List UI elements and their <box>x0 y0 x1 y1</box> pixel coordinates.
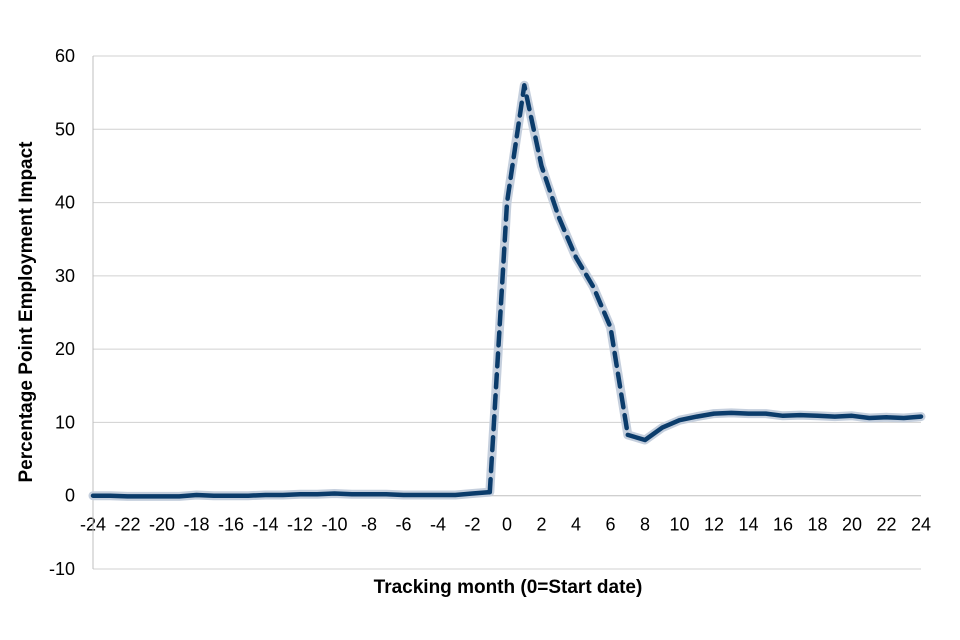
series-lines <box>88 80 926 501</box>
x-tick-label: 18 <box>807 515 827 535</box>
x-tick-label: -2 <box>464 515 480 535</box>
x-tick-label: -18 <box>183 515 209 535</box>
x-tick-label: -22 <box>114 515 140 535</box>
series-line-solid <box>625 410 924 443</box>
y-axis-ticks: -10 0 10 20 30 40 50 60 <box>49 46 75 579</box>
y-axis-title: Percentage Point Employment Impact <box>16 141 37 483</box>
x-tick-label: 12 <box>704 515 724 535</box>
x-tick-label: 16 <box>773 515 793 535</box>
x-tick-label: -4 <box>430 515 446 535</box>
x-tick-label: 20 <box>842 515 862 535</box>
y-tick-label: 40 <box>55 193 75 213</box>
x-axis-title: Tracking month (0=Start date) <box>374 577 643 598</box>
x-tick-label: 6 <box>605 515 615 535</box>
x-tick-label: 2 <box>536 515 546 535</box>
x-tick-label: 10 <box>669 515 689 535</box>
x-tick-label: 4 <box>571 515 581 535</box>
y-tick-label: 30 <box>55 266 75 286</box>
x-axis-ticks: -24 -22 -20 -18 -16 -14 -12 -10 -8 -6 -4 -2 0 2 4 6 8 10 1… <box>80 515 931 535</box>
x-tick-label: -14 <box>252 515 278 535</box>
x-tick-label: -8 <box>361 515 377 535</box>
series-line-solid <box>90 489 493 499</box>
x-tick-label: -20 <box>149 515 175 535</box>
x-tick-label: 8 <box>640 515 650 535</box>
confidence-band <box>88 80 926 501</box>
series-line-dashed <box>487 83 631 495</box>
x-tick-label: -12 <box>287 515 313 535</box>
y-tick-label: 60 <box>55 46 75 66</box>
x-tick-label: -10 <box>321 515 347 535</box>
x-tick-label: 24 <box>911 515 931 535</box>
x-tick-label: -6 <box>395 515 411 535</box>
y-tick-label: 20 <box>55 339 75 359</box>
x-tick-label: -16 <box>218 515 244 535</box>
x-tick-label: 22 <box>876 515 896 535</box>
y-tick-label: 50 <box>55 119 75 139</box>
x-tick-label: 0 <box>502 515 512 535</box>
y-tick-label: 0 <box>65 486 75 506</box>
y-tick-label: -10 <box>49 559 75 579</box>
x-tick-label: 14 <box>738 515 758 535</box>
y-tick-label: 10 <box>55 412 75 432</box>
